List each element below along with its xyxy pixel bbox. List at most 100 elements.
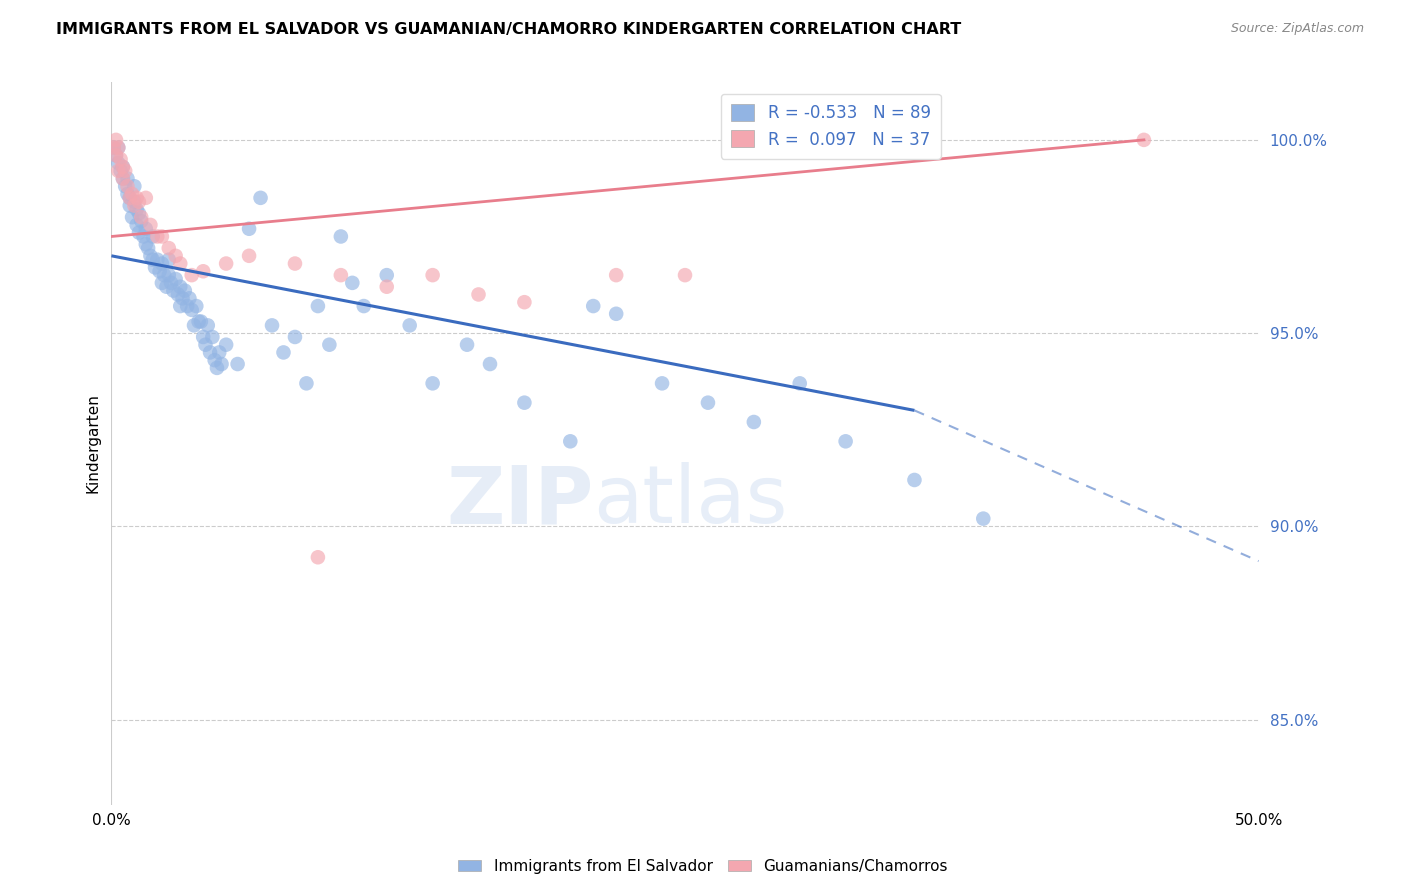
Point xyxy=(136,241,159,255)
Point xyxy=(169,279,191,293)
Point xyxy=(673,268,696,282)
Point xyxy=(111,160,134,174)
Point xyxy=(117,179,139,194)
Point xyxy=(193,264,215,278)
Point xyxy=(165,272,187,286)
Point xyxy=(125,191,148,205)
Point xyxy=(204,353,226,368)
Point xyxy=(124,194,146,209)
Point xyxy=(398,318,420,333)
Point xyxy=(169,299,191,313)
Point xyxy=(605,268,627,282)
Point xyxy=(173,284,195,298)
Point xyxy=(172,291,194,305)
Point xyxy=(117,171,139,186)
Point xyxy=(157,268,180,282)
Point xyxy=(124,198,146,212)
Point xyxy=(201,330,224,344)
Point xyxy=(375,268,398,282)
Point xyxy=(128,194,150,209)
Point xyxy=(142,252,165,267)
Point xyxy=(834,434,856,449)
Point xyxy=(149,264,172,278)
Point xyxy=(143,260,166,275)
Point xyxy=(295,376,318,391)
Point xyxy=(128,206,150,220)
Point xyxy=(205,360,228,375)
Point xyxy=(456,337,478,351)
Point xyxy=(190,314,212,328)
Point xyxy=(742,415,765,429)
Point xyxy=(135,191,157,205)
Point xyxy=(125,218,148,232)
Point xyxy=(118,191,141,205)
Point xyxy=(155,279,177,293)
Point xyxy=(111,160,134,174)
Point xyxy=(194,337,217,351)
Legend: Immigrants from El Salvador, Guamanians/Chamorros: Immigrants from El Salvador, Guamanians/… xyxy=(453,853,953,880)
Point xyxy=(107,140,129,154)
Point xyxy=(105,133,128,147)
Point xyxy=(118,198,141,212)
Point xyxy=(353,299,375,313)
Point xyxy=(157,252,180,267)
Point xyxy=(238,249,260,263)
Text: IMMIGRANTS FROM EL SALVADOR VS GUAMANIAN/CHAMORRO KINDERGARTEN CORRELATION CHART: IMMIGRANTS FROM EL SALVADOR VS GUAMANIAN… xyxy=(56,22,962,37)
Point xyxy=(697,395,720,409)
Point xyxy=(139,218,162,232)
Point xyxy=(118,191,141,205)
Point xyxy=(183,318,205,333)
Point xyxy=(169,256,191,270)
Point xyxy=(107,140,129,154)
Text: Source: ZipAtlas.com: Source: ZipAtlas.com xyxy=(1230,22,1364,36)
Point xyxy=(249,191,271,205)
Point xyxy=(111,171,134,186)
Legend: R = -0.533   N = 89, R =  0.097   N = 37: R = -0.533 N = 89, R = 0.097 N = 37 xyxy=(721,94,941,159)
Point xyxy=(107,156,129,170)
Text: ZIP: ZIP xyxy=(446,462,593,540)
Point xyxy=(135,237,157,252)
Point xyxy=(180,302,202,317)
Point xyxy=(146,252,169,267)
Point xyxy=(284,256,307,270)
Point xyxy=(121,186,143,201)
Point xyxy=(560,434,582,449)
Point xyxy=(651,376,673,391)
Point xyxy=(307,299,329,313)
Point xyxy=(105,148,128,162)
Point xyxy=(582,299,605,313)
Point xyxy=(162,284,184,298)
Point xyxy=(117,186,139,201)
Text: atlas: atlas xyxy=(593,462,787,540)
Point xyxy=(114,163,136,178)
Point xyxy=(110,163,132,178)
Point xyxy=(132,229,155,244)
Point xyxy=(111,171,134,186)
Point xyxy=(146,229,169,244)
Y-axis label: Kindergarten: Kindergarten xyxy=(86,393,100,493)
Point xyxy=(1133,133,1156,147)
Point xyxy=(139,249,162,263)
Point xyxy=(972,511,994,525)
Point xyxy=(215,337,238,351)
Point xyxy=(215,256,238,270)
Point xyxy=(329,268,352,282)
Point xyxy=(129,214,152,228)
Point xyxy=(208,345,231,359)
Point xyxy=(124,179,146,194)
Point xyxy=(273,345,295,359)
Point xyxy=(903,473,925,487)
Point xyxy=(135,221,157,235)
Point xyxy=(179,291,201,305)
Point xyxy=(125,202,148,217)
Point xyxy=(150,229,173,244)
Point xyxy=(187,314,209,328)
Point xyxy=(165,249,187,263)
Point xyxy=(198,345,221,359)
Point xyxy=(176,299,198,313)
Point xyxy=(128,226,150,240)
Point xyxy=(375,279,398,293)
Point xyxy=(121,210,143,224)
Point xyxy=(307,550,329,565)
Point xyxy=(478,357,501,371)
